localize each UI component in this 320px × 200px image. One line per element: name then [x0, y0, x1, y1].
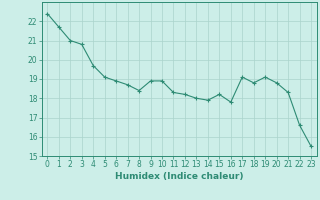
X-axis label: Humidex (Indice chaleur): Humidex (Indice chaleur)	[115, 172, 244, 181]
